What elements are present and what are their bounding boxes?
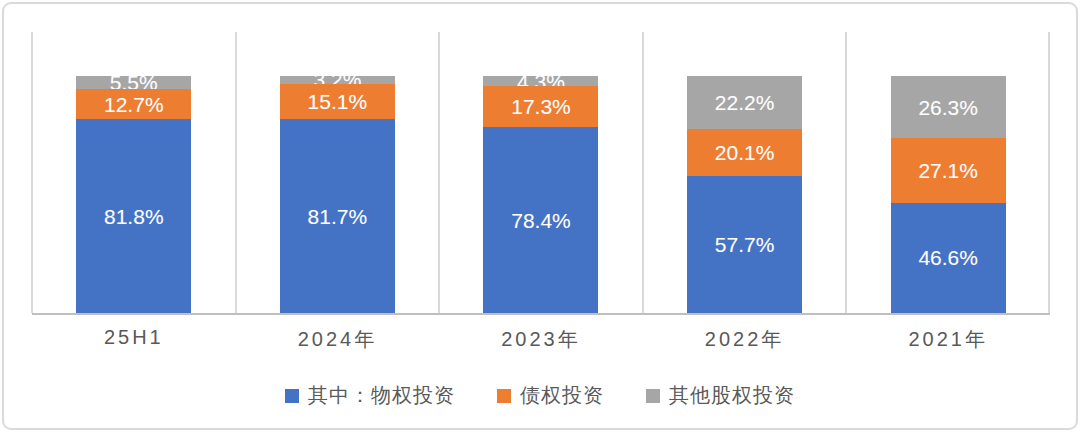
legend-swatch-icon	[497, 389, 511, 403]
bar-segment-series-2: 3.2%	[280, 76, 395, 84]
legend-swatch-icon	[646, 389, 660, 403]
segment-value-label: 20.1%	[715, 142, 775, 163]
segment-value-label: 57.7%	[715, 234, 775, 255]
stacked-bar: 4.3% 17.3% 78.4%	[483, 76, 598, 313]
bar-segment-series-2: 26.3%	[891, 76, 1006, 138]
segment-value-label: 12.7%	[104, 94, 164, 115]
x-axis-label: 2022年	[643, 326, 847, 352]
bar-segment-series-1: 12.7%	[76, 89, 191, 119]
segment-value-label: 81.7%	[308, 206, 368, 227]
bar-segment-series-1: 27.1%	[891, 138, 1006, 202]
bar-segment-series-0: 81.8%	[76, 119, 191, 313]
x-axis-label: 25H1	[32, 326, 236, 352]
segment-value-label: 15.1%	[308, 91, 368, 112]
bar-group-2024年: 3.2% 15.1% 81.7%	[236, 76, 440, 313]
segment-value-label: 17.3%	[511, 96, 571, 117]
legend-item-2: 其他股权投资	[646, 382, 795, 409]
legend-swatch-icon	[285, 389, 299, 403]
bar-segment-series-1: 17.3%	[483, 86, 598, 127]
x-axis-label: 2021年	[846, 326, 1050, 352]
bar-group-2023年: 4.3% 17.3% 78.4%	[439, 76, 643, 313]
segment-value-label: 22.2%	[715, 92, 775, 113]
bar-segment-series-0: 78.4%	[483, 127, 598, 313]
bar-segment-series-1: 20.1%	[687, 129, 802, 177]
stacked-bar: 3.2% 15.1% 81.7%	[280, 76, 395, 313]
plot-area: 5.5% 12.7% 81.8% 3.2% 15.1% 81.7% 4.3% 17.3% 78.…	[32, 32, 1050, 315]
bar-segment-series-0: 81.7%	[280, 119, 395, 313]
bar-group-2021年: 26.3% 27.1% 46.6%	[846, 76, 1050, 313]
x-axis-label: 2024年	[236, 326, 440, 352]
x-axis-label: 2023年	[439, 326, 643, 352]
x-axis: 25H12024年2023年2022年2021年	[32, 326, 1050, 352]
legend-label: 债权投资	[520, 382, 604, 409]
segment-value-label: 26.3%	[918, 97, 978, 118]
bar-group-25H1: 5.5% 12.7% 81.8%	[32, 76, 236, 313]
legend-label: 其中：物权投资	[308, 382, 455, 409]
bar-segment-series-2: 4.3%	[483, 76, 598, 86]
bar-segment-series-0: 46.6%	[891, 203, 1006, 313]
segment-value-label: 81.8%	[104, 206, 164, 227]
bar-segment-series-2: 22.2%	[687, 76, 802, 129]
stacked-bar: 22.2% 20.1% 57.7%	[687, 76, 802, 313]
legend-item-1: 债权投资	[497, 382, 604, 409]
segment-value-label: 46.6%	[918, 247, 978, 268]
bar-segment-series-1: 15.1%	[280, 84, 395, 120]
legend: 其中：物权投资 债权投资 其他股权投资	[4, 382, 1076, 409]
segment-value-label: 78.4%	[511, 210, 571, 231]
legend-label: 其他股权投资	[669, 382, 795, 409]
bar-segment-series-2: 5.5%	[76, 76, 191, 89]
stacked-bar: 5.5% 12.7% 81.8%	[76, 76, 191, 313]
segment-value-label: 27.1%	[918, 160, 978, 181]
bar-segment-series-0: 57.7%	[687, 176, 802, 313]
stacked-bar: 26.3% 27.1% 46.6%	[891, 76, 1006, 313]
bar-group-2022年: 22.2% 20.1% 57.7%	[643, 76, 847, 313]
chart-frame: 5.5% 12.7% 81.8% 3.2% 15.1% 81.7% 4.3% 17.3% 78.…	[2, 2, 1078, 430]
legend-item-0: 其中：物权投资	[285, 382, 455, 409]
